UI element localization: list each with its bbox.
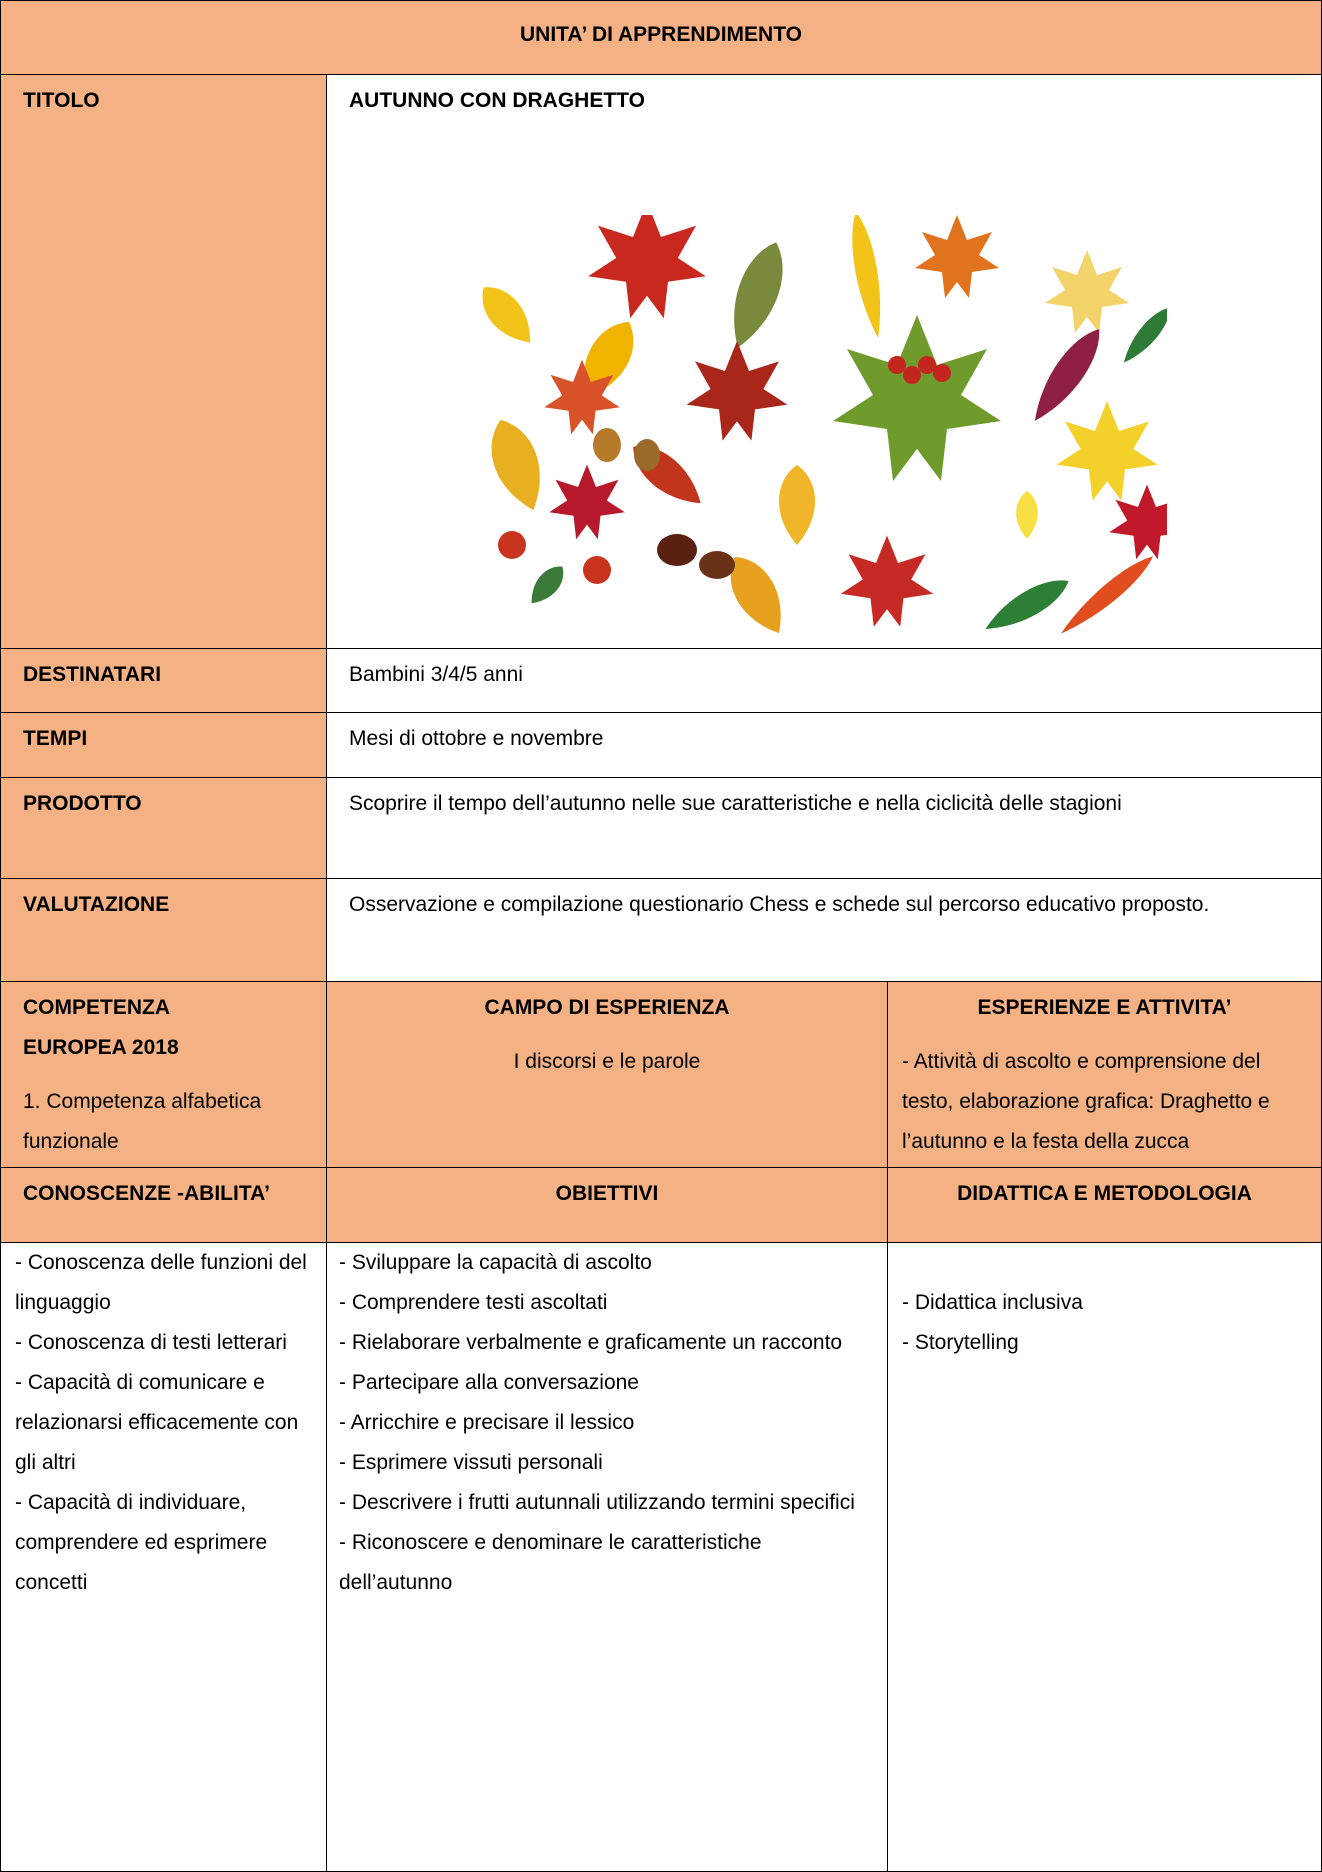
list-item: - Esprimere vissuti personali — [339, 1451, 603, 1474]
label-cell: TITOLO — [0, 74, 327, 649]
title-cell: AUTUNNO CON DRAGHETTO — [326, 74, 1322, 649]
label-cell: DESTINATARI — [0, 648, 327, 713]
list-item: - Partecipare alla conversazione — [339, 1371, 639, 1394]
list-item: - Conoscenza delle funzioni del linguagg… — [15, 1251, 307, 1314]
header-title: UNITA’ DI APPRENDIMENTO — [520, 23, 802, 46]
list-item: - Riconoscere e denominare le caratteris… — [339, 1531, 762, 1594]
list-item: - Didattica inclusiva — [902, 1291, 1083, 1314]
competenza-cell: COMPETENZA EUROPEA 2018 1. Competenza al… — [0, 981, 327, 1168]
header: UNITA’ DI APPRENDIMENTO — [0, 0, 1322, 75]
header-cell: OBIETTIVI — [326, 1167, 888, 1243]
value-cell: Osservazione e compilazione questionario… — [326, 878, 1322, 982]
list-cell: - Sviluppare la capacità di ascolto - Com… — [326, 1242, 888, 1872]
value-cell: Bambini 3/4/5 anni — [326, 648, 1322, 713]
campo-cell: CAMPO DI ESPERIENZA I discorsi e le paro… — [326, 981, 888, 1168]
list-item: - Conoscenza di testi letterari — [15, 1331, 287, 1354]
list-item: - Capacità di individuare, comprendere e… — [15, 1491, 268, 1594]
cell-heading: COMPETENZA EUROPEA 2018 — [23, 996, 179, 1059]
cell-heading: ESPERIENZE E ATTIVITA’ — [977, 996, 1232, 1019]
leaves-illustration — [471, 215, 1167, 644]
list-item: - Descrivere i frutti autunnali utilizza… — [339, 1491, 855, 1514]
list-item: - Comprendere testi ascoltati — [339, 1291, 608, 1314]
label-cell: TEMPI — [0, 712, 327, 778]
label-cell: VALUTAZIONE — [0, 878, 327, 982]
list-item: - Arricchire e precisare il lessico — [339, 1411, 635, 1434]
list-cell: - Didattica inclusiva - Storytelling — [887, 1242, 1322, 1872]
esperienze-cell: ESPERIENZE E ATTIVITA’ - Attività di asc… — [887, 981, 1322, 1168]
list-item: - Rielaborare verbalmente e graficamente… — [339, 1331, 843, 1354]
cell-heading: CAMPO DI ESPERIENZA — [484, 996, 730, 1019]
value-cell: Mesi di ottobre e novembre — [326, 712, 1322, 778]
list-item: - Sviluppare la capacità di ascolto — [339, 1251, 652, 1274]
label-cell: PRODOTTO — [0, 777, 327, 879]
header-cell: CONOSCENZE -ABILITA’ — [0, 1167, 327, 1243]
list-cell: - Conoscenza delle funzioni del linguagg… — [0, 1242, 327, 1872]
list-item: - Storytelling — [902, 1331, 1019, 1354]
title-value: AUTUNNO CON DRAGHETTO — [349, 89, 645, 112]
cell-text: I discorsi e le parole — [513, 1050, 701, 1073]
value-cell: Scoprire il tempo dell’autunno nelle sue… — [326, 777, 1322, 879]
header-cell: DIDATTICA E METODOLOGIA — [887, 1167, 1322, 1243]
cell-text: 1. Competenza alfabetica funzionale — [23, 1090, 262, 1153]
list-item: - Capacità di comunicare e relazionarsi … — [15, 1371, 299, 1474]
cell-text: - Attività di ascolto e comprensione del… — [902, 1050, 1270, 1153]
